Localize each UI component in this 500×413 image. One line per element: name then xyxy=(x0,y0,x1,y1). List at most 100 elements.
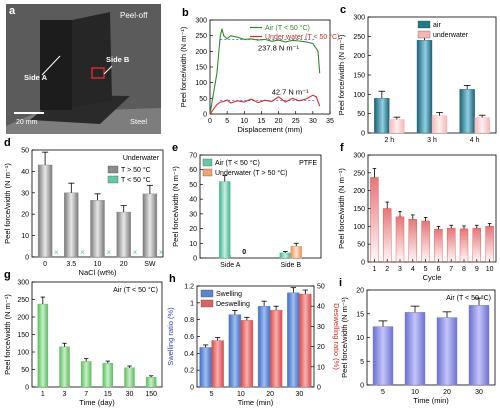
panel-letter: c xyxy=(340,4,346,16)
series-line-air xyxy=(209,28,321,115)
x-tick-label: Side A xyxy=(220,262,241,269)
y-tick-label: 0.8 xyxy=(184,317,194,324)
bar-value xyxy=(434,228,443,263)
y-right-tick-label: 40 xyxy=(317,304,325,311)
plot-frame xyxy=(199,154,322,259)
x-tick-label: 20 xyxy=(266,391,274,398)
x-tick-label: 9 xyxy=(475,266,479,273)
y-right-tick-label: 10 xyxy=(317,364,325,371)
y-tick-label: 150 xyxy=(195,65,207,72)
side-b-pointer xyxy=(103,65,113,75)
series-line-underwater xyxy=(209,94,321,115)
panel-h: h 0 0.2 0.4 0.6 0.8 1 1.2 Swelling ratio (%) Time… xyxy=(166,273,341,407)
x-tick-label: Side B xyxy=(280,262,301,269)
x-tick-label: 5 xyxy=(210,391,214,398)
x-tick-label: 25 xyxy=(292,118,300,125)
bar-air xyxy=(459,89,475,134)
x-tick-label: 4 h xyxy=(470,137,480,144)
zero-marker: × xyxy=(54,248,59,257)
y-tick-label: 0 xyxy=(360,383,364,390)
panel-letter: d xyxy=(4,137,11,149)
annotation-underwater-mean: 42.7 N m⁻¹ xyxy=(272,88,309,97)
panel-letter: i xyxy=(339,277,342,289)
y-tick-label: 300 xyxy=(353,15,365,22)
bar-swelling xyxy=(199,347,212,388)
y-tick-label: 5 xyxy=(360,359,364,366)
x-axis-label: Displacement (mm) xyxy=(237,125,303,134)
y-tick-label: 0 xyxy=(203,112,207,119)
x-tick-label: SW xyxy=(144,261,156,268)
y-tick-label: 50 xyxy=(199,96,207,103)
legend-swatch xyxy=(202,158,213,167)
bar-t xyxy=(116,211,131,258)
legend-label: T < 50 °C xyxy=(121,176,151,184)
y-tick-label: 50 xyxy=(189,182,197,189)
bar-value xyxy=(395,216,405,263)
panel-letter: g xyxy=(4,269,11,281)
bar-underwater xyxy=(431,115,448,134)
x-tick-label: 1 xyxy=(41,391,45,398)
x-tick-label: 10 xyxy=(237,391,245,398)
y-tick-label: 20 xyxy=(356,288,364,295)
x-axis-label: Time (min) xyxy=(238,398,274,407)
y-tick-label: 50 xyxy=(357,111,365,118)
y-tick-label: 1.2 xyxy=(184,284,194,291)
bar-t xyxy=(142,193,158,258)
bar-value xyxy=(447,227,456,263)
photo-sample-peeled xyxy=(40,20,72,110)
x-tick-label: 2 xyxy=(385,266,389,273)
y-tick-label: 30 xyxy=(21,190,29,197)
y-right-axis-label: Deswelling ratio (%) xyxy=(332,303,341,370)
y-axis-label: Peel force/width (N m⁻¹) xyxy=(3,163,12,244)
y-right-tick-label: 0 xyxy=(317,385,321,392)
y-tick-label: 0.2 xyxy=(184,368,194,375)
x-axis-label: Time (day) xyxy=(79,398,115,407)
legend-label: T > 50 °C xyxy=(121,166,151,174)
chart-title: Air (T < 50 °C) xyxy=(113,286,158,294)
x-tick-label: 15 xyxy=(258,118,266,125)
photo-red-marker xyxy=(91,67,105,79)
scale-bar-label: 20 mm xyxy=(16,119,38,126)
y-right-tick-label: 50 xyxy=(317,284,325,291)
y-tick-label: 40 xyxy=(189,197,197,204)
y-axis-label: Peel force/width (N m⁻¹) xyxy=(179,26,188,107)
chart-title: Air (T < 50 °C) xyxy=(446,294,491,302)
x-axis-label: Time (min) xyxy=(413,396,449,405)
y-tick-label: 300 xyxy=(195,18,207,25)
y-tick-label: 0.6 xyxy=(184,334,194,341)
y-tick-label: 150 xyxy=(353,73,365,80)
x-tick-label: 3 xyxy=(398,266,402,273)
panel-letter: h xyxy=(169,273,176,285)
y-tick-label: 0 xyxy=(361,131,365,138)
panel-letter: b xyxy=(182,7,189,19)
y-right-tick-label: 20 xyxy=(317,344,325,351)
bar-deswelling xyxy=(240,320,254,388)
panel-a-letter: a xyxy=(9,5,16,17)
bar-t xyxy=(90,200,105,258)
y-axis-label: Peel force/width (N m⁻¹) xyxy=(340,297,349,378)
y-tick-label: 20 xyxy=(189,226,197,233)
legend-label: Air (T < 50 °C) xyxy=(215,159,260,167)
y-tick-label: 70 xyxy=(189,153,197,160)
x-tick-label: 1 xyxy=(372,266,376,273)
bar-value xyxy=(59,346,70,388)
zero-marker: × xyxy=(159,248,164,257)
y-tick-label: 50 xyxy=(21,367,29,374)
bar-value xyxy=(472,227,481,263)
x-tick-label: 6 xyxy=(436,266,440,273)
x-tick-label: 35 xyxy=(326,118,334,125)
bar-air xyxy=(279,252,291,259)
x-axis-label: NaCl (wt%) xyxy=(79,268,117,277)
y-axis-label: Peel force/width (N m⁻¹) xyxy=(337,34,346,115)
legend-swatch xyxy=(417,20,431,29)
label-side-b: Side B xyxy=(106,55,130,64)
y-tick-label: 50 xyxy=(21,148,29,155)
bar-deswelling xyxy=(299,293,312,388)
x-tick-label: 8 xyxy=(462,266,466,273)
legend-label: Swelling xyxy=(216,291,242,298)
legend-label: Under water (T < 50 °C) xyxy=(265,33,339,41)
bar-underwater xyxy=(290,246,302,259)
x-tick-label: 3 xyxy=(63,391,67,398)
